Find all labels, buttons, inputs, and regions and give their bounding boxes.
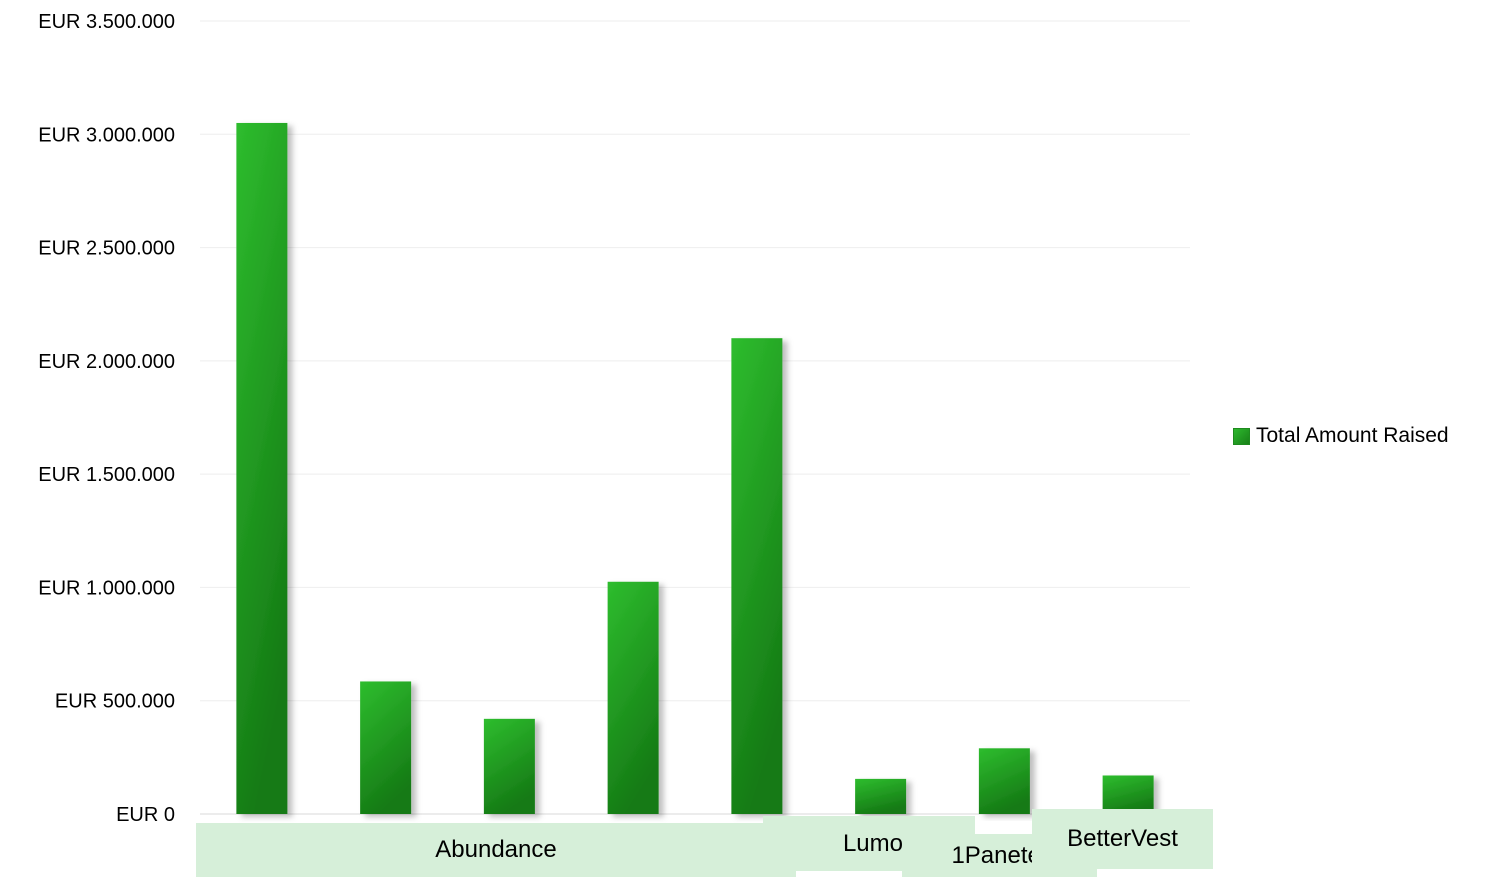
y-axis: EUR 0 EUR 500.000 EUR 1.000.000 EUR 1.500.0… (38, 11, 175, 826)
bar (607, 581, 659, 814)
category-label-abundance: Abundance (196, 823, 796, 877)
bar (731, 338, 783, 814)
legend-label: Total Amount Raised (1256, 424, 1449, 447)
category-label-bettervest: BetterVest (1032, 809, 1213, 869)
bar (360, 681, 412, 814)
bar (855, 778, 907, 814)
category-label-lumo-text: Lumo (842, 829, 903, 857)
legend: Total Amount Raised (1233, 424, 1449, 448)
y-tick-label: EUR 1.000.000 (38, 577, 175, 599)
bar (236, 122, 288, 814)
y-tick-label: EUR 3.500.000 (38, 11, 175, 33)
bar (978, 748, 1030, 814)
bar (483, 718, 535, 814)
bars (236, 122, 1154, 814)
y-tick-label: EUR 2.000.000 (38, 351, 175, 373)
y-tick-label: EUR 2.500.000 (38, 238, 175, 260)
category-label-1panete-text: 1Panete. (951, 841, 1048, 869)
category-label-bettervest-text: BetterVest (1067, 825, 1178, 852)
category-label-abundance-text: Abundance (435, 836, 557, 863)
legend-swatch (1233, 427, 1250, 445)
y-tick-label: EUR 1.500.000 (38, 464, 175, 486)
y-tick-label: EUR 3.000.000 (38, 124, 175, 146)
y-tick-label: EUR 500.000 (55, 691, 175, 713)
gridlines (200, 20, 1190, 815)
bar (1102, 775, 1154, 814)
y-tick-label: EUR 0 (116, 804, 175, 826)
